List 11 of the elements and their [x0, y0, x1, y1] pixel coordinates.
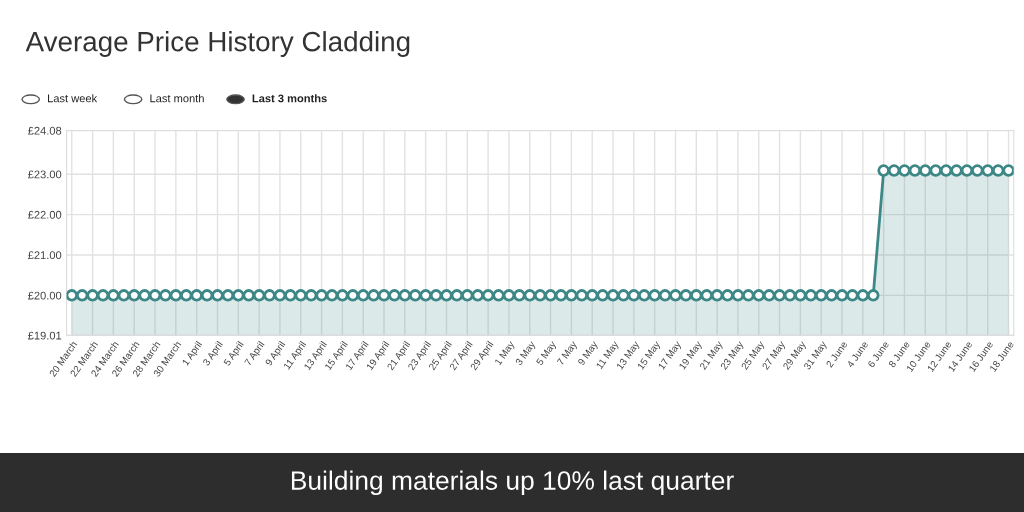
y-tick-label: £19.01 — [28, 331, 62, 340]
chart-title: Average Price History Cladding — [25, 31, 410, 57]
text: Last month — [150, 94, 204, 103]
text: Building materials up 10% last quarter — [291, 470, 734, 496]
y-tick-label: £21.00 — [28, 251, 62, 260]
y-tick-label: £23.00 — [28, 170, 62, 179]
y-tick-label: £20.00 — [28, 291, 62, 300]
text: Last week — [48, 94, 98, 103]
y-tick-label: £22.00 — [28, 210, 62, 219]
text: Last 3 months — [252, 94, 327, 103]
y-tick-label: £24.08 — [28, 126, 62, 135]
